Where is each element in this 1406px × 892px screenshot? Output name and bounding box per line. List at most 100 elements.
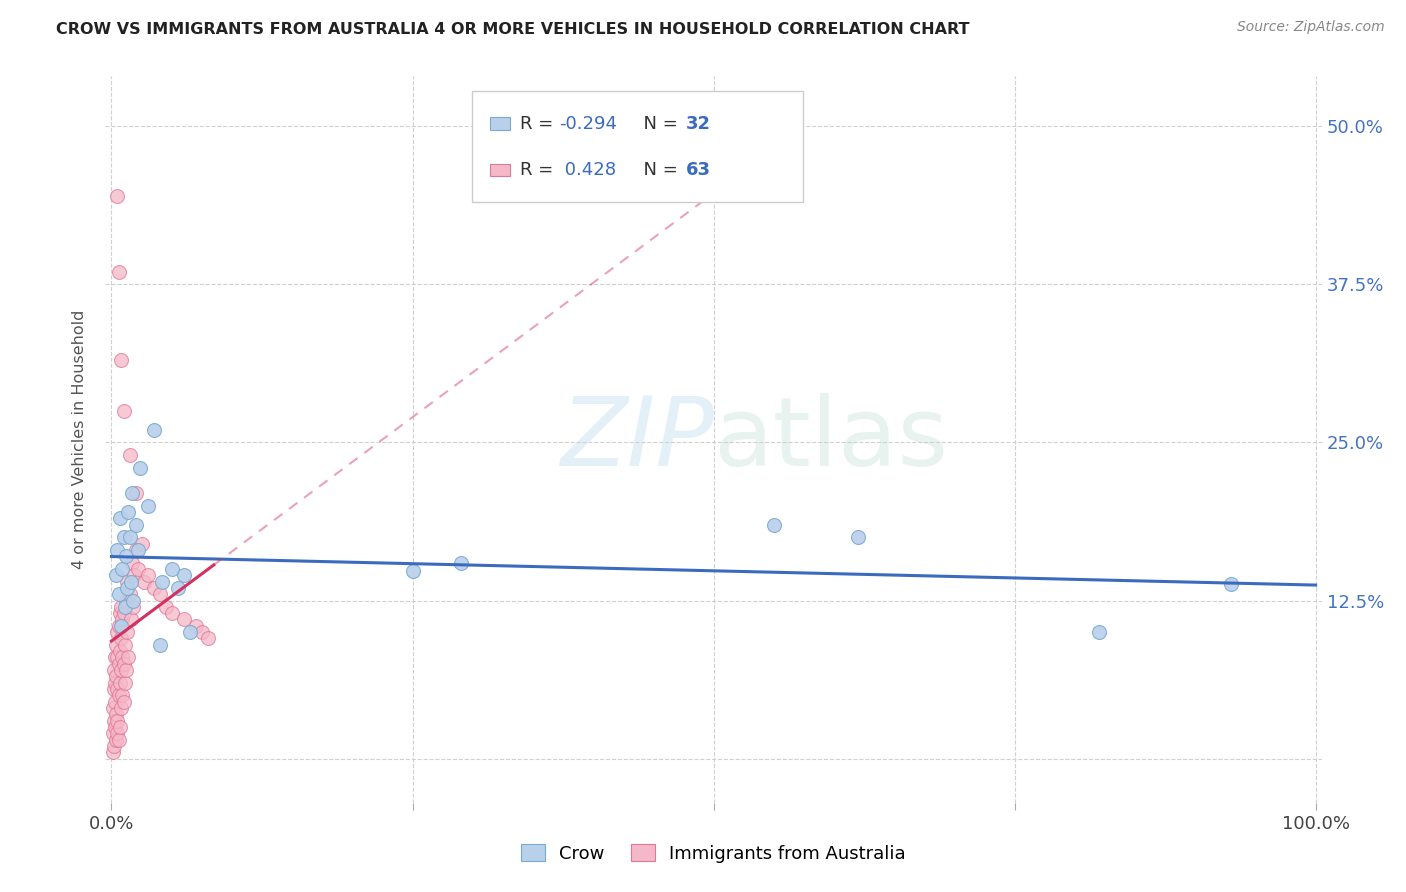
Point xyxy=(115,625,138,640)
Point xyxy=(1088,625,1111,640)
Text: R =: R = xyxy=(520,161,560,179)
Point xyxy=(114,638,136,652)
Point xyxy=(105,707,128,722)
Point xyxy=(124,543,146,558)
Text: N =: N = xyxy=(633,114,683,133)
Point xyxy=(115,581,138,595)
Point xyxy=(112,695,135,709)
Point xyxy=(110,353,132,368)
Point xyxy=(184,619,207,633)
Point xyxy=(120,612,142,626)
Point xyxy=(112,530,135,544)
Point xyxy=(121,556,143,570)
Point xyxy=(117,650,139,665)
Point xyxy=(115,549,138,564)
Point xyxy=(121,486,143,500)
Text: 63: 63 xyxy=(686,161,711,179)
Point xyxy=(103,739,125,753)
Point xyxy=(108,644,131,658)
Point xyxy=(118,530,141,544)
Point xyxy=(846,530,869,544)
Point xyxy=(115,663,138,677)
Point xyxy=(132,574,155,589)
Point xyxy=(136,499,159,513)
Point xyxy=(108,675,131,690)
Point xyxy=(108,511,131,525)
Text: 0.428: 0.428 xyxy=(560,161,616,179)
Point xyxy=(107,587,129,601)
Y-axis label: 4 or more Vehicles in Household: 4 or more Vehicles in Household xyxy=(72,310,87,569)
Point xyxy=(103,681,125,696)
Point xyxy=(136,568,159,582)
Point xyxy=(111,612,134,626)
Point xyxy=(127,543,149,558)
Point xyxy=(160,606,183,620)
Point xyxy=(115,574,138,589)
Point xyxy=(107,619,129,633)
Point xyxy=(173,568,195,582)
Point xyxy=(110,632,132,646)
Point xyxy=(142,581,165,595)
Point xyxy=(105,568,128,582)
Point xyxy=(112,606,135,620)
Point xyxy=(101,745,124,759)
Point xyxy=(104,675,127,690)
Point xyxy=(122,593,145,607)
Text: atlas: atlas xyxy=(713,392,949,486)
Point xyxy=(127,562,149,576)
Point xyxy=(110,619,132,633)
Point xyxy=(108,606,131,620)
Point xyxy=(107,714,129,728)
Point xyxy=(110,599,132,614)
Point xyxy=(104,695,127,709)
Point xyxy=(110,663,132,677)
Point xyxy=(107,625,129,640)
Point xyxy=(118,587,141,601)
Point xyxy=(114,675,136,690)
Point xyxy=(107,650,129,665)
Point xyxy=(107,726,129,740)
Point xyxy=(107,189,129,203)
Point xyxy=(450,556,472,570)
Point xyxy=(105,669,128,683)
Point xyxy=(105,732,128,747)
Point xyxy=(103,714,125,728)
Point xyxy=(173,612,195,626)
Text: N =: N = xyxy=(633,161,683,179)
Point xyxy=(107,681,129,696)
Point xyxy=(179,625,201,640)
Point xyxy=(197,632,219,646)
Point xyxy=(107,689,129,703)
Point xyxy=(124,517,146,532)
Point xyxy=(122,599,145,614)
Point xyxy=(108,720,131,734)
Point xyxy=(142,423,165,437)
Point xyxy=(149,587,172,601)
Point xyxy=(107,265,129,279)
Point xyxy=(120,574,142,589)
Point xyxy=(111,650,134,665)
Point xyxy=(105,638,128,652)
Point xyxy=(110,701,132,715)
Text: -0.294: -0.294 xyxy=(560,114,617,133)
Point xyxy=(150,574,173,589)
Point xyxy=(115,593,138,607)
Point xyxy=(401,565,423,579)
Point xyxy=(149,638,172,652)
Point xyxy=(124,568,146,582)
Point xyxy=(131,536,153,550)
Point xyxy=(155,599,177,614)
Point xyxy=(101,701,124,715)
Point xyxy=(104,720,127,734)
Legend: Crow, Immigrants from Australia: Crow, Immigrants from Australia xyxy=(513,837,914,870)
Point xyxy=(104,650,127,665)
Point xyxy=(124,486,146,500)
Point xyxy=(114,599,136,614)
Text: CROW VS IMMIGRANTS FROM AUSTRALIA 4 OR MORE VEHICLES IN HOUSEHOLD CORRELATION CH: CROW VS IMMIGRANTS FROM AUSTRALIA 4 OR M… xyxy=(56,22,970,37)
Point xyxy=(111,562,134,576)
Point xyxy=(107,732,129,747)
Point xyxy=(762,517,785,532)
Point xyxy=(191,625,214,640)
Point xyxy=(117,505,139,519)
Text: ZIP: ZIP xyxy=(560,392,713,486)
